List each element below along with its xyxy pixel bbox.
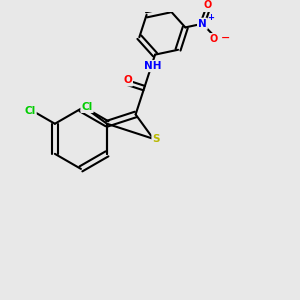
Text: O: O [123,75,132,85]
Text: +: + [208,13,214,22]
Text: O: O [210,34,218,44]
Text: Cl: Cl [24,106,36,116]
Text: NH: NH [144,61,162,71]
Text: S: S [152,134,160,144]
Text: O: O [203,0,212,10]
Text: −: − [221,33,230,43]
Text: Cl: Cl [81,102,93,112]
Text: N: N [198,19,207,29]
